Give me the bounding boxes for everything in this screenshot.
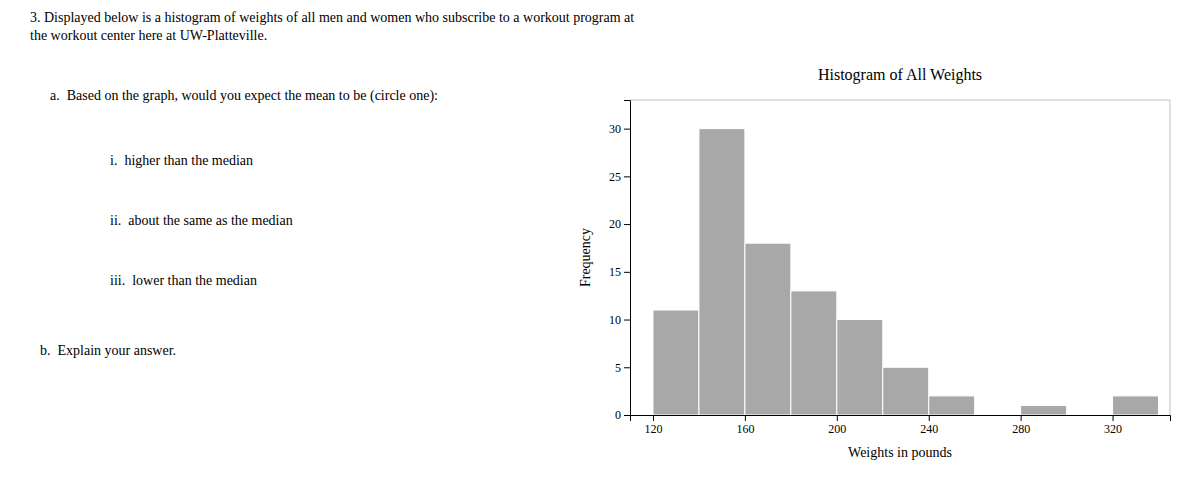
bar	[791, 291, 837, 415]
tick: 240	[920, 415, 938, 436]
bar	[1113, 396, 1159, 415]
chart-root: 3. Displayed below is a histogram of wei…	[0, 0, 1200, 488]
annotations: 3. Displayed below is a histogram of wei…	[30, 10, 634, 358]
annotation: b. Explain your answer.	[40, 343, 176, 358]
annotation-line: a. Based on the graph, would you expect …	[50, 88, 438, 104]
tick: 30	[609, 122, 630, 136]
tick-label: 30	[609, 122, 621, 136]
tick-label: 20	[609, 217, 621, 231]
frame-line	[1170, 100, 1171, 415]
tick: 280	[1012, 415, 1030, 436]
annotation: i. higher than the median	[110, 153, 253, 168]
tick: 10	[609, 313, 630, 327]
bar	[837, 320, 883, 415]
frame-line	[630, 100, 1170, 101]
tick-label: 160	[736, 422, 754, 436]
bar	[929, 396, 975, 415]
tick-label: 240	[920, 422, 938, 436]
bar	[1021, 405, 1067, 415]
annotation-line: 3. Displayed below is a histogram of wei…	[30, 10, 634, 25]
annotation-line: iii. lower than the median	[110, 273, 257, 288]
bar	[1067, 415, 1113, 416]
axis-line	[631, 416, 1171, 422]
tick-mark	[624, 367, 630, 368]
tick: 120	[644, 415, 662, 436]
annotation-line: the workout center here at UW-Plattevill…	[30, 28, 267, 43]
y-axis: 0 5 10 15 20 25 30	[609, 101, 631, 423]
tick-label: 5	[615, 361, 621, 375]
tick: 200	[828, 415, 846, 436]
bar	[975, 415, 1021, 416]
tick: 320	[1104, 415, 1122, 436]
annotation: ii. about the same as the median	[110, 213, 293, 228]
annotation-line: ii. about the same as the median	[110, 213, 293, 228]
annotation-line: i. higher than the median	[110, 153, 253, 168]
tick: 0	[615, 408, 630, 422]
annotation: a. Based on the graph, would you expect …	[50, 88, 438, 104]
bar	[653, 310, 699, 415]
tick: 20	[609, 217, 630, 231]
tick-label: 120	[644, 422, 662, 436]
y-axis-title: Frequency	[578, 228, 593, 287]
bars	[653, 129, 1159, 415]
tick-mark	[624, 272, 630, 273]
tick-mark	[1113, 415, 1114, 421]
bar	[699, 129, 745, 415]
bar	[745, 243, 791, 415]
tick-mark	[624, 224, 630, 225]
x-axis-title: Weights in pounds	[848, 445, 952, 460]
axis-line	[624, 101, 631, 416]
x-axis: 120 160 200 240 280 320	[631, 415, 1171, 436]
tick-label: 0	[615, 408, 621, 422]
annotation-line: b. Explain your answer.	[40, 343, 176, 358]
tick-mark	[624, 129, 630, 130]
tick: 5	[615, 361, 630, 375]
tick-mark	[624, 320, 630, 321]
title: Histogram of All Weights	[818, 66, 982, 84]
tick-mark	[837, 415, 838, 421]
annotation: 3. Displayed below is a histogram of wei…	[30, 10, 634, 43]
tick-mark	[1021, 415, 1022, 421]
tick: 25	[609, 170, 630, 184]
tick: 15	[609, 265, 630, 279]
tick: 160	[736, 415, 754, 436]
tick-mark	[624, 176, 630, 177]
bar	[883, 367, 929, 415]
tick-mark	[745, 415, 746, 421]
tick-mark	[929, 415, 930, 421]
tick-label: 200	[828, 422, 846, 436]
tick-label: 25	[609, 170, 621, 184]
tick-mark	[653, 415, 654, 421]
tick-mark	[624, 415, 630, 416]
tick-label: 320	[1104, 422, 1122, 436]
tick-label: 15	[609, 265, 621, 279]
tick-label: 280	[1012, 422, 1030, 436]
tick-label: 10	[609, 313, 621, 327]
annotation: iii. lower than the median	[110, 273, 257, 288]
